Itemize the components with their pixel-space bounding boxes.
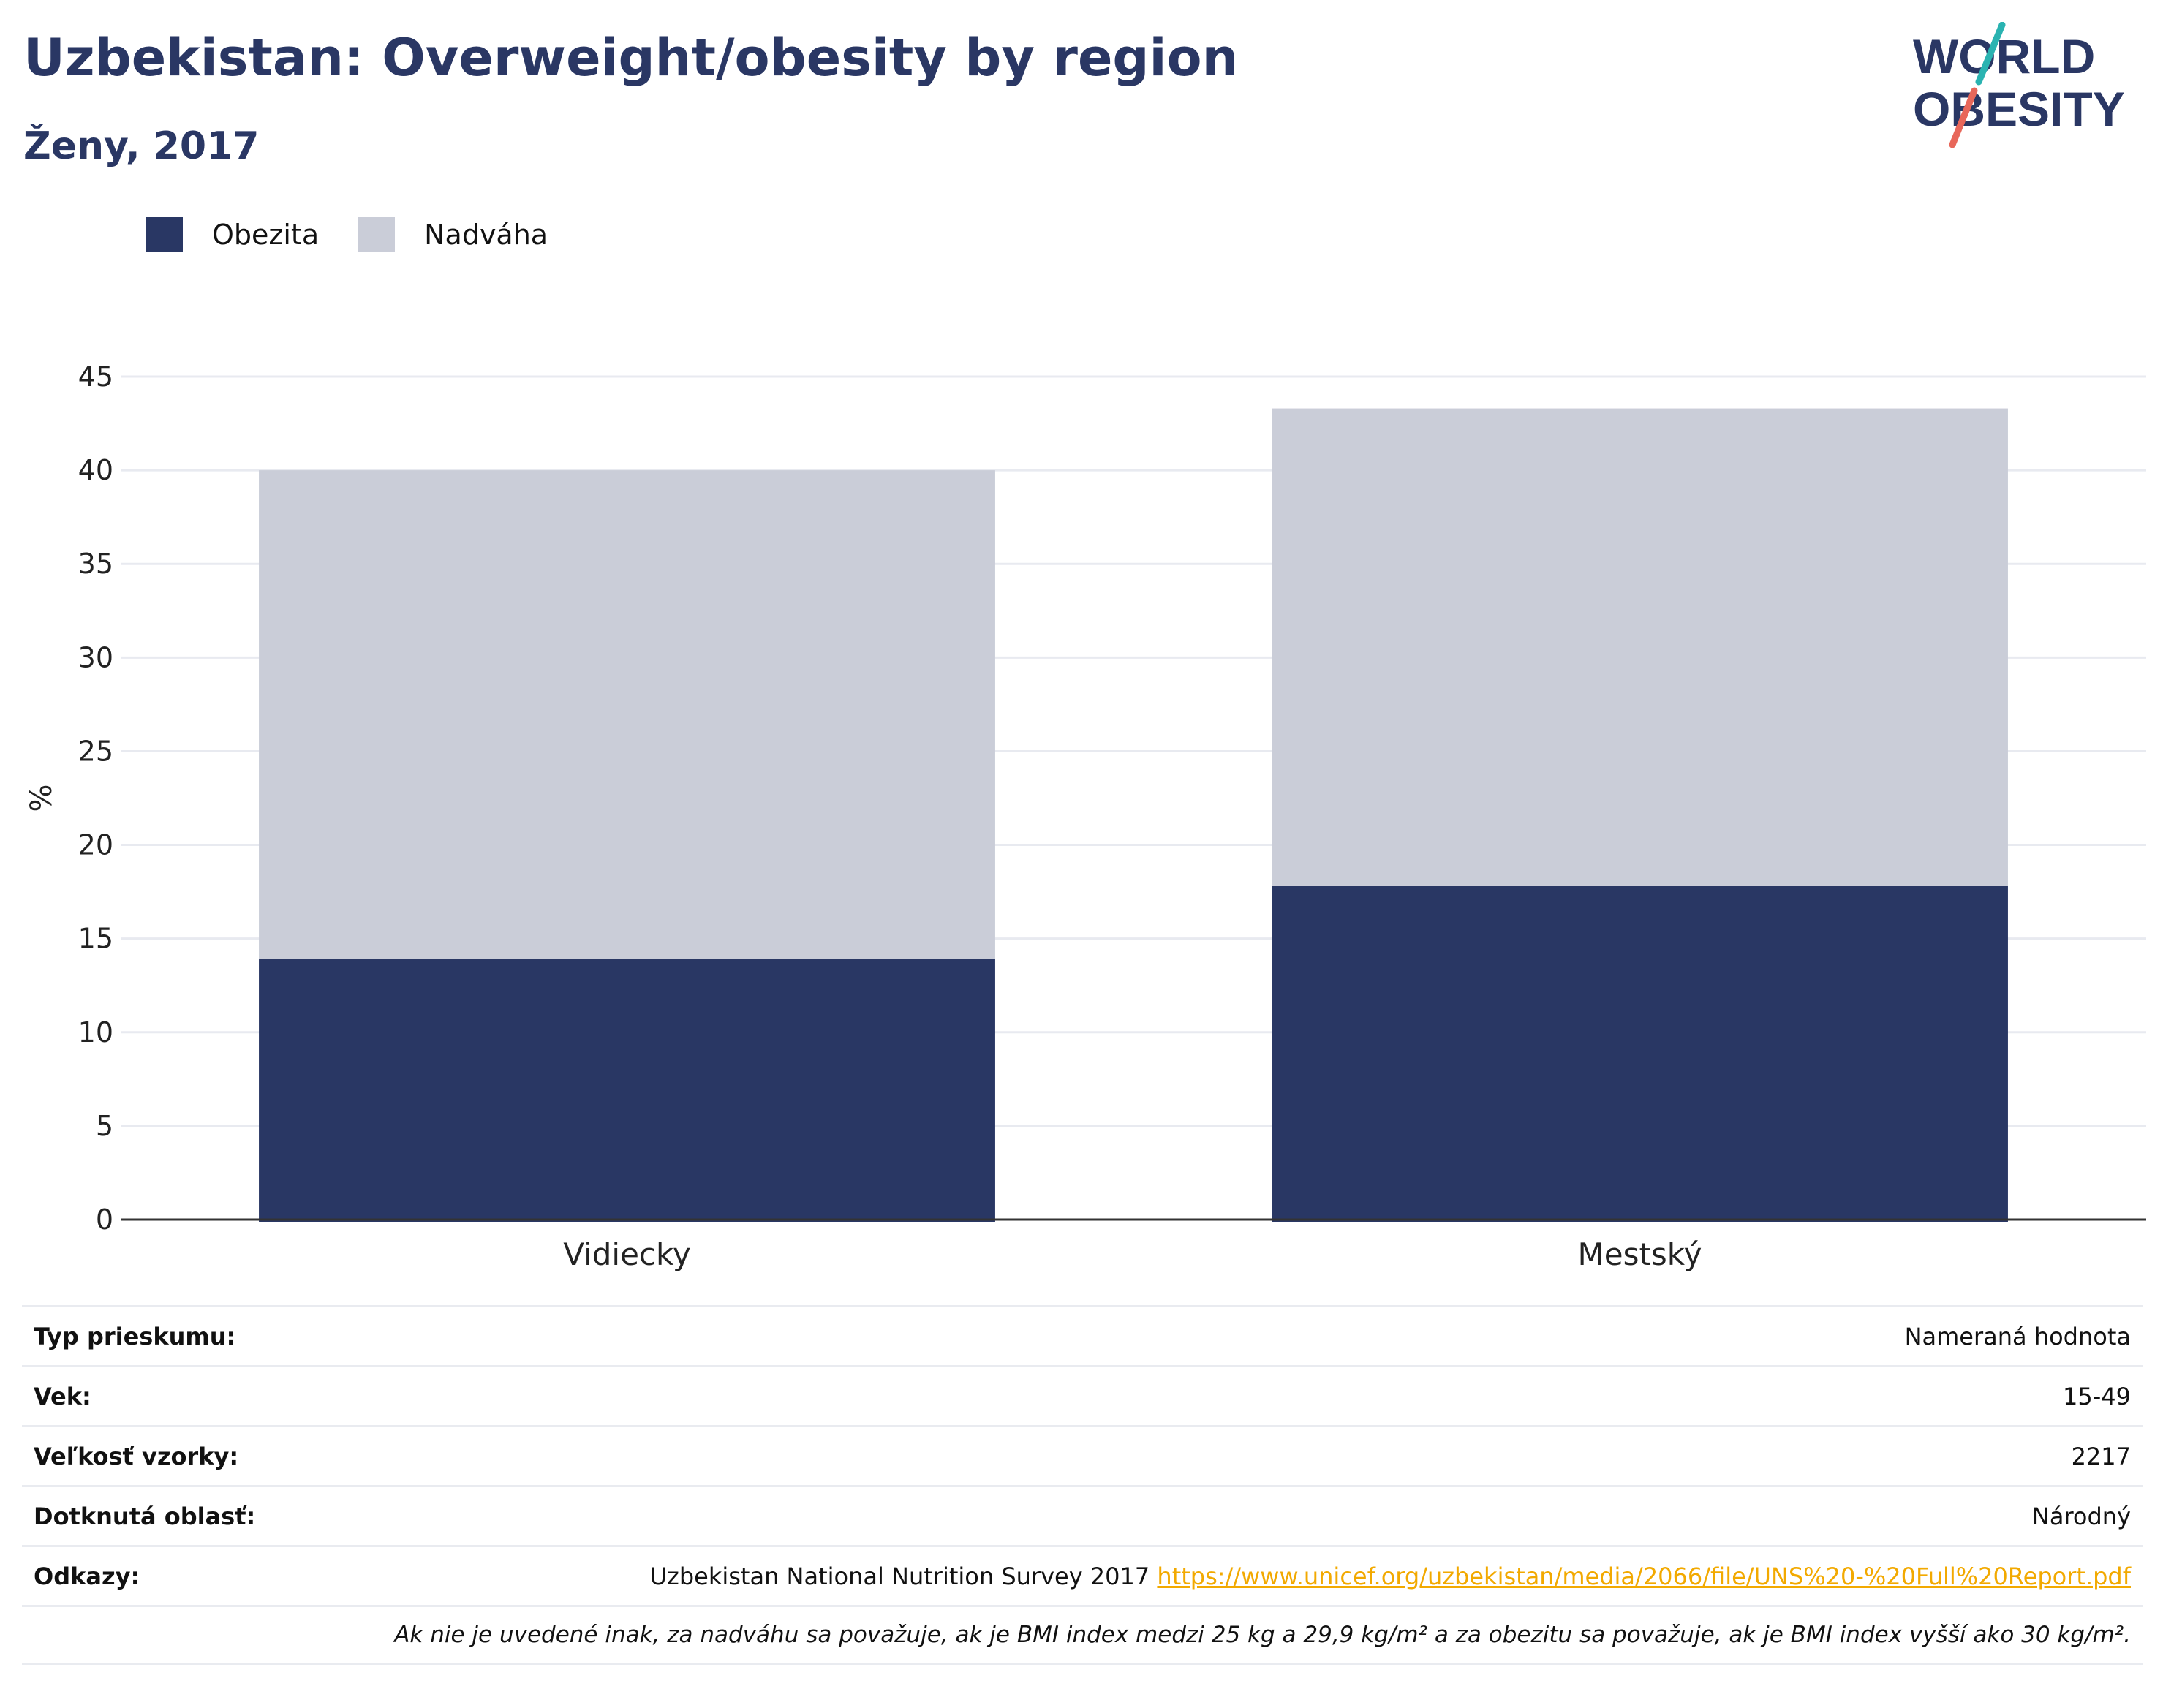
info-row-age: Vek: 15-49 — [22, 1365, 2143, 1425]
info-value: 15-49 — [2063, 1382, 2131, 1410]
y-tick-label: 45 — [78, 360, 113, 393]
x-tick-label: Mestský — [1578, 1236, 1702, 1272]
reference-text: Uzbekistan National Nutrition Survey 201… — [649, 1562, 1150, 1590]
world-obesity-logo: WORLD OBESITY — [1913, 22, 2125, 148]
logo-slash-top — [1975, 22, 2006, 86]
info-label: Vek: — [34, 1382, 91, 1410]
info-value: 2217 — [2071, 1442, 2131, 1470]
y-tick-label: 5 — [96, 1110, 113, 1142]
logo-slash-bottom — [1949, 87, 1978, 148]
info-label: Veľkosť vzorky: — [34, 1442, 239, 1470]
y-tick-label: 35 — [78, 548, 113, 580]
bar-obesity — [1272, 885, 2008, 1222]
y-tick-label: 20 — [78, 829, 113, 861]
info-row-references: Odkazy: Uzbekistan National Nutrition Su… — [22, 1545, 2143, 1605]
info-row-area: Dotknutá oblasť: Národný — [22, 1485, 2143, 1545]
info-row-note: Ak nie je uvedené inak, za nadváhu sa po… — [22, 1605, 2143, 1665]
info-label: Dotknutá oblasť: — [34, 1502, 256, 1530]
chart-legend: Obezita Nadváha — [146, 216, 587, 254]
legend-label-obesity: Obezita — [212, 219, 320, 251]
legend-label-overweight: Nadváha — [424, 219, 548, 251]
info-row-sample-size: Veľkosť vzorky: 2217 — [22, 1425, 2143, 1485]
info-value: Národný — [2031, 1502, 2131, 1530]
y-tick-label: 30 — [78, 641, 113, 673]
y-axis-label: % — [25, 784, 58, 812]
info-label: Odkazy: — [34, 1562, 140, 1590]
references-value: Uzbekistan National Nutrition Survey 201… — [650, 1562, 2131, 1590]
legend-item-obesity[interactable]: Obezita — [146, 217, 319, 252]
page-title: Uzbekistan: Overweight/obesity by region — [23, 28, 1239, 88]
y-tick-label: 10 — [78, 1016, 113, 1048]
page-subtitle: Ženy, 2017 — [23, 124, 260, 168]
y-tick-label: 25 — [78, 735, 113, 767]
legend-swatch-obesity — [146, 217, 183, 252]
legend-swatch-overweight — [358, 217, 396, 252]
info-value: Nameraná hodnota — [1904, 1322, 2131, 1350]
bar-overweight — [259, 470, 995, 959]
logo-line2: OBESITY — [1913, 82, 2125, 136]
y-tick-label: 0 — [96, 1203, 113, 1236]
info-table: Typ prieskumu: Nameraná hodnota Vek: 15-… — [22, 1305, 2143, 1665]
legend-item-overweight[interactable]: Nadváha — [358, 217, 548, 252]
x-tick-label: Vidiecky — [563, 1236, 690, 1272]
logo-line1: WORLD — [1913, 29, 2095, 83]
reference-link[interactable]: https://www.unicef.org/uzbekistan/media/… — [1157, 1562, 2131, 1590]
bmi-note: Ak nie je uvedené inak, za nadváhu sa po… — [394, 1622, 2131, 1648]
bar-obesity — [259, 959, 995, 1222]
info-row-survey-type: Typ prieskumu: Nameraná hodnota — [22, 1305, 2143, 1365]
info-label: Typ prieskumu: — [34, 1322, 236, 1350]
stacked-bar-chart: 0 5 10 15 20 25 30 35 40 45% Vidiecky Mestský — [25, 360, 2146, 1272]
bar-overweight — [1272, 408, 2008, 886]
y-tick-label: 40 — [78, 454, 113, 486]
y-tick-label: 15 — [78, 923, 113, 955]
